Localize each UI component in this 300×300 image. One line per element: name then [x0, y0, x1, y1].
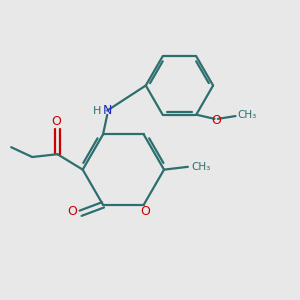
Text: N: N	[103, 104, 112, 117]
Text: CH₃: CH₃	[238, 110, 257, 120]
Text: O: O	[211, 114, 221, 127]
Text: CH₃: CH₃	[191, 162, 211, 172]
Text: O: O	[51, 115, 61, 128]
Text: H: H	[92, 106, 101, 116]
Text: O: O	[67, 206, 77, 218]
Text: O: O	[140, 206, 150, 218]
